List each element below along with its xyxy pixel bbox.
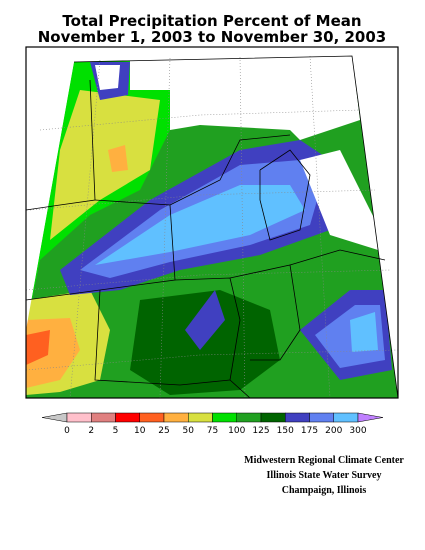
- credit: Midwestern Regional Climate Center: [244, 455, 404, 466]
- legend-swatch: [139, 412, 165, 423]
- map: [25, 47, 399, 399]
- legend-label: 100: [228, 426, 245, 436]
- legend-swatch: [91, 412, 116, 423]
- state-line: [174, 277, 251, 399]
- legend-swatch: [66, 412, 92, 423]
- legend-label: 75: [207, 426, 218, 436]
- legend-swatch: [188, 412, 213, 423]
- legend-swatch: [115, 412, 140, 423]
- lake-shore: [259, 149, 311, 241]
- state-line: [289, 249, 386, 266]
- legend-label: 175: [301, 426, 318, 436]
- legend-arrow: [357, 412, 384, 423]
- legend-label: 150: [277, 426, 294, 436]
- legend-arrow: [41, 412, 68, 423]
- legend-label: 2: [88, 426, 94, 436]
- map-frame: [25, 46, 399, 399]
- region: [26, 330, 50, 365]
- region: [95, 185, 305, 265]
- region: [185, 290, 225, 350]
- legend-label: 200: [325, 426, 342, 436]
- graticule: [39, 109, 361, 131]
- region: [95, 65, 120, 90]
- legend-label: 10: [134, 426, 146, 436]
- legend-swatch: [236, 412, 262, 423]
- no-data: [130, 54, 360, 140]
- graticule: [25, 349, 399, 371]
- outside: [26, 47, 74, 330]
- legend-label: 25: [158, 426, 169, 436]
- no-data: [300, 150, 380, 250]
- legend-swatch: [163, 412, 189, 423]
- title-line: Total Precipitation Percent of Mean: [62, 12, 361, 30]
- credit: Champaign, Illinois: [282, 485, 367, 496]
- legend-swatch: [260, 412, 286, 423]
- legend-label: 300: [349, 426, 366, 436]
- graticule: [25, 269, 391, 291]
- legend-swatch: [309, 412, 334, 423]
- legend-label: 50: [183, 426, 195, 436]
- legend-swatch: [333, 412, 359, 423]
- state-line: [94, 289, 231, 386]
- state-line: [169, 134, 291, 206]
- legend-swatch: [212, 412, 237, 423]
- boundary: [73, 55, 399, 399]
- title-line: November 1, 2003 to November 30, 2003: [38, 28, 387, 46]
- state-line: [229, 264, 301, 361]
- legend-swatch: [285, 412, 310, 423]
- region: [350, 312, 378, 352]
- credit: Illinois State Water Survey: [267, 470, 382, 481]
- graticule: [69, 59, 101, 399]
- state-line: [25, 79, 96, 211]
- graticule: [309, 55, 331, 399]
- legend: 0 2 5 10 25 50 75 100 125 150 175 200 300: [41, 412, 384, 436]
- region: [108, 145, 128, 172]
- legend-label: 5: [113, 426, 119, 436]
- legend-label: 0: [64, 426, 70, 436]
- legend-label: 125: [252, 426, 269, 436]
